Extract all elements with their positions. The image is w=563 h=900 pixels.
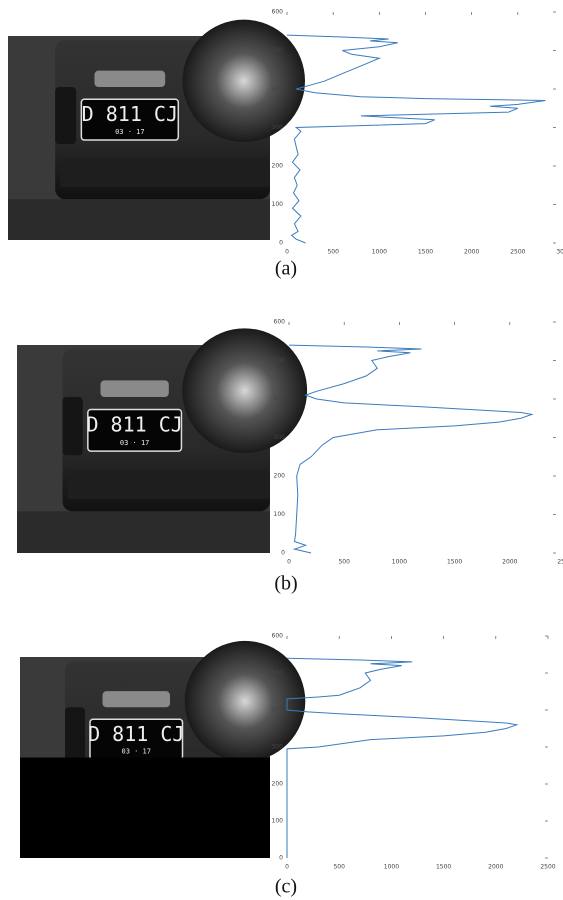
photo: D 811 CJ 03 · 17: [17, 328, 308, 553]
x-tick-label: 1500: [436, 864, 451, 871]
y-tick-label: 400: [272, 707, 284, 714]
x-tick-label: 500: [338, 559, 350, 566]
car-window-lamp: [62, 397, 83, 456]
y-tick-label: 500: [274, 357, 286, 364]
caption: (c): [275, 876, 297, 898]
x-tick-label: 0: [287, 559, 291, 566]
y-tick-label: 0: [281, 550, 285, 557]
plate-date: 03 · 17: [120, 439, 150, 447]
y-tick-label: 400: [274, 396, 286, 403]
x-tick-label: 500: [333, 864, 345, 871]
bumper: [60, 158, 271, 187]
y-tick-label: 100: [272, 201, 284, 208]
y-tick-label: 600: [272, 9, 284, 16]
wheel: [182, 19, 305, 143]
x-tick-label: 0: [285, 864, 289, 871]
y-tick-label: 200: [272, 163, 284, 170]
x-tick-label: 2500: [540, 864, 555, 871]
y-tick-label: 500: [272, 670, 284, 677]
x-tick-label: 2000: [502, 559, 517, 566]
plate-date: 03 · 17: [115, 128, 145, 136]
caption: (b): [274, 573, 297, 595]
y-tick-label: 100: [274, 511, 286, 518]
license-plate: [87, 408, 183, 452]
car-window-lamp: [65, 707, 85, 764]
x-tick-label: 2000: [464, 249, 479, 256]
x-tick-label: 1000: [372, 249, 387, 256]
plate-light: [100, 380, 169, 397]
y-tick-label: 200: [272, 781, 284, 788]
x-tick-label: 1500: [418, 249, 433, 256]
license-plate: [80, 98, 180, 141]
y-tick-label: 0: [279, 240, 283, 247]
x-tick-label: 1000: [392, 559, 407, 566]
plate-number: D 811 CJ: [88, 722, 184, 746]
caption: (a): [275, 258, 297, 280]
x-tick-label: 2500: [557, 559, 563, 566]
x-tick-label: 1000: [384, 864, 399, 871]
y-tick-label: 400: [272, 86, 284, 93]
y-tick-label: 300: [272, 744, 284, 751]
x-tick-label: 2500: [510, 249, 525, 256]
y-tick-label: 0: [279, 855, 283, 862]
plate-number: D 811 CJ: [86, 413, 182, 437]
x-tick-label: 0: [285, 249, 289, 256]
wheel: [182, 328, 308, 454]
bumper: [67, 469, 270, 499]
y-tick-label: 500: [272, 47, 284, 54]
x-tick-label: 3000: [556, 249, 563, 256]
projection-line: [288, 344, 534, 554]
y-tick-label: 100: [272, 818, 284, 825]
x-tick-label: 500: [327, 249, 339, 256]
x-tick-label: 1500: [447, 559, 462, 566]
y-tick-label: 200: [274, 473, 286, 480]
projection-line: [286, 34, 546, 244]
masked-region: [20, 757, 270, 858]
wheel: [184, 640, 306, 762]
plate-light: [102, 691, 170, 708]
y-tick-label: 300: [272, 124, 284, 131]
ground: [17, 511, 270, 553]
plate-date: 03 · 17: [121, 747, 151, 755]
y-tick-label: 600: [272, 633, 284, 640]
ground: [8, 199, 270, 240]
car-window-lamp: [55, 87, 77, 145]
photo: D 811 CJ 03 · 17: [8, 19, 305, 240]
y-tick-label: 600: [274, 319, 286, 326]
plate-light: [94, 70, 166, 87]
x-tick-label: 2000: [488, 864, 503, 871]
y-tick-label: 300: [274, 434, 286, 441]
projection-line: [286, 657, 519, 858]
plate-number: D 811 CJ: [82, 102, 178, 126]
